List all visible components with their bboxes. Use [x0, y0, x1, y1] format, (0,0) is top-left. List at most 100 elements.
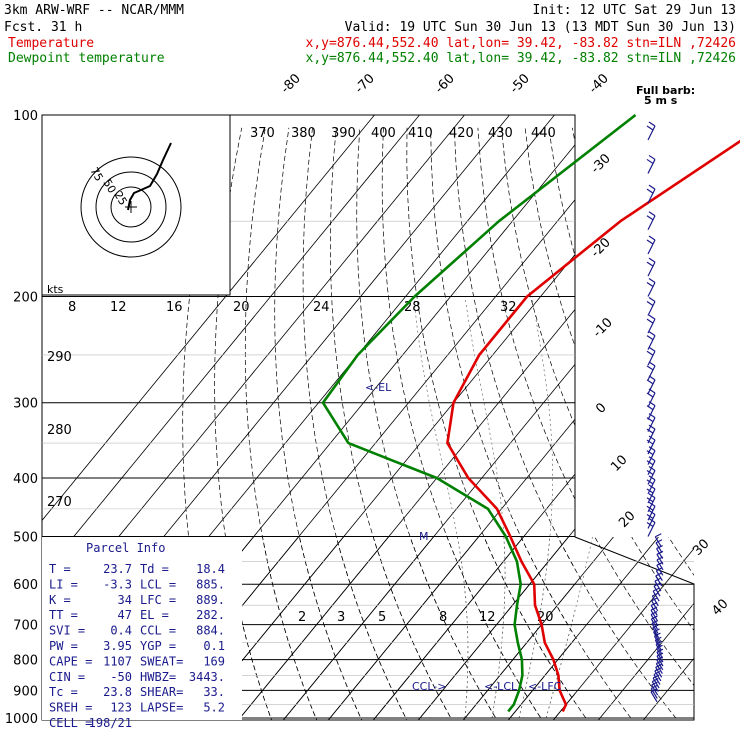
wind-barb-flag	[648, 361, 656, 367]
dry-adiabat	[631, 537, 694, 632]
wind-barb-flag	[648, 456, 656, 462]
isotherm-label: -40	[586, 71, 612, 97]
isotherm-line	[327, 537, 479, 720]
wind-barb	[647, 188, 656, 204]
dry-adiabat	[620, 128, 740, 731]
parcel-info-value: -3.3	[103, 577, 132, 591]
parcel-info-value: 3.95	[103, 639, 132, 653]
wind-barb-flag	[646, 300, 654, 306]
dry-adiabat	[520, 537, 633, 720]
wind-barb-flag	[646, 428, 654, 434]
isotherm-label: 0	[593, 400, 609, 416]
wind-barb	[650, 609, 658, 621]
isotherm-line	[282, 363, 575, 720]
pressure-label: 500	[13, 530, 38, 545]
wind-barb	[647, 506, 656, 521]
dry-adiabat	[549, 128, 740, 731]
chart-annotation: <-LCL	[484, 680, 518, 693]
wind-barb	[647, 514, 656, 529]
dry-adiabat	[714, 128, 740, 731]
chart-annotation: CCL->	[412, 680, 446, 693]
moist-adiabat	[545, 537, 593, 719]
wind-barb-flag	[656, 556, 664, 561]
dry-adiabat	[668, 537, 694, 576]
wind-barb-flag	[646, 521, 654, 527]
wind-barb-flag	[653, 582, 661, 587]
parcel-info-value: 1107	[103, 654, 132, 668]
dry-adiabat	[691, 128, 740, 731]
dewpoint-profile	[321, 113, 637, 713]
isotherm-line	[507, 537, 659, 720]
dry-adiabat	[356, 127, 498, 720]
wind-barb	[647, 405, 656, 420]
wind-barb	[647, 417, 656, 432]
dry-adiabat	[483, 537, 588, 720]
wind-barb-flag	[646, 188, 654, 194]
parcel-info-value: 885.	[196, 577, 225, 591]
isotherm-line	[597, 602, 694, 720]
wind-barb-flag	[651, 615, 658, 620]
isotherm-line	[507, 638, 575, 720]
mixing-ratio-label: 12	[479, 610, 496, 625]
dry-adiabat	[667, 128, 740, 731]
parcel-info-value: Td =	[140, 562, 169, 576]
pressure-label: 100	[13, 109, 38, 124]
wind-barb-flag	[654, 577, 662, 582]
isotherm-line	[42, 115, 375, 522]
isotherm-line	[42, 115, 420, 576]
isotherm-label: -20	[588, 235, 614, 261]
parcel-info-value: Tc =	[49, 685, 78, 699]
wind-legend-line2: 5 m s	[644, 94, 678, 107]
parcel-info-value: TT =	[49, 608, 78, 622]
parcel-info-value: 884.	[196, 624, 225, 638]
wind-barb-flag	[655, 663, 662, 668]
wind-barb-flag	[656, 550, 664, 555]
parcel-info-value: 0.1	[203, 639, 225, 653]
wind-barb-flag	[656, 652, 664, 657]
wind-barb-flag	[646, 239, 654, 245]
wind-barb-flag	[648, 257, 656, 263]
parcel-info-value: 169	[203, 654, 225, 668]
wind-barb	[650, 691, 658, 703]
theta-label: 270	[47, 495, 72, 510]
wind-barb-flag	[654, 533, 662, 538]
theta-label: 390	[331, 126, 356, 141]
wind-barb-flag	[648, 401, 656, 407]
forecast-hour: Fcst. 31 h	[4, 20, 82, 35]
wind-barb	[647, 301, 656, 316]
dry-adiabat	[299, 537, 363, 720]
dewpoint-legend-label: Dewpoint temperature	[8, 51, 165, 66]
theta-label: 420	[449, 126, 474, 141]
wind-barb-flag	[653, 628, 660, 633]
parcel-info-value: CELL =	[49, 716, 92, 730]
wind-barb-flag	[656, 644, 663, 649]
wind-barb-flag	[648, 375, 656, 381]
isotherm-line	[417, 537, 569, 720]
parcel-info-value: 123	[110, 701, 132, 715]
wind-barb-flag	[652, 624, 659, 629]
hodograph-ring	[80, 156, 182, 258]
isotherm-label: -80	[278, 71, 304, 97]
hodograph-ring-label: 25	[111, 189, 129, 208]
hodograph-speed-label: 8	[68, 300, 76, 315]
wind-barb-flag	[646, 405, 654, 411]
wind-barbs	[646, 121, 664, 703]
wind-barb-flag	[646, 365, 654, 371]
moist-adiabat	[413, 296, 469, 719]
isotherm-line	[642, 657, 694, 720]
pressure-label: 600	[13, 578, 38, 593]
parcel-info-value: 34	[118, 593, 132, 607]
hodograph-ring-label: 75	[87, 165, 105, 184]
dry-adiabat	[244, 127, 318, 720]
isotherm-line	[372, 473, 575, 720]
dry-adiabat	[302, 127, 408, 720]
wind-legend-line1: Full barb:	[636, 84, 695, 97]
wind-barb-flag	[646, 215, 654, 221]
isotherm-label: -50	[507, 71, 533, 97]
wind-barb-flag	[650, 688, 658, 693]
parcel-info-value: 23.7	[103, 562, 132, 576]
wind-barb-flag	[648, 296, 656, 302]
theta-label: 440	[531, 126, 556, 141]
parcel-info-value: SHEAR=	[140, 685, 183, 699]
